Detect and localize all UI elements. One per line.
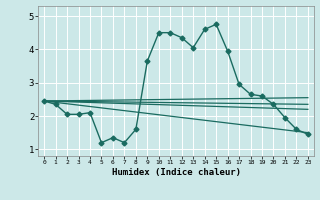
X-axis label: Humidex (Indice chaleur): Humidex (Indice chaleur) — [111, 168, 241, 177]
